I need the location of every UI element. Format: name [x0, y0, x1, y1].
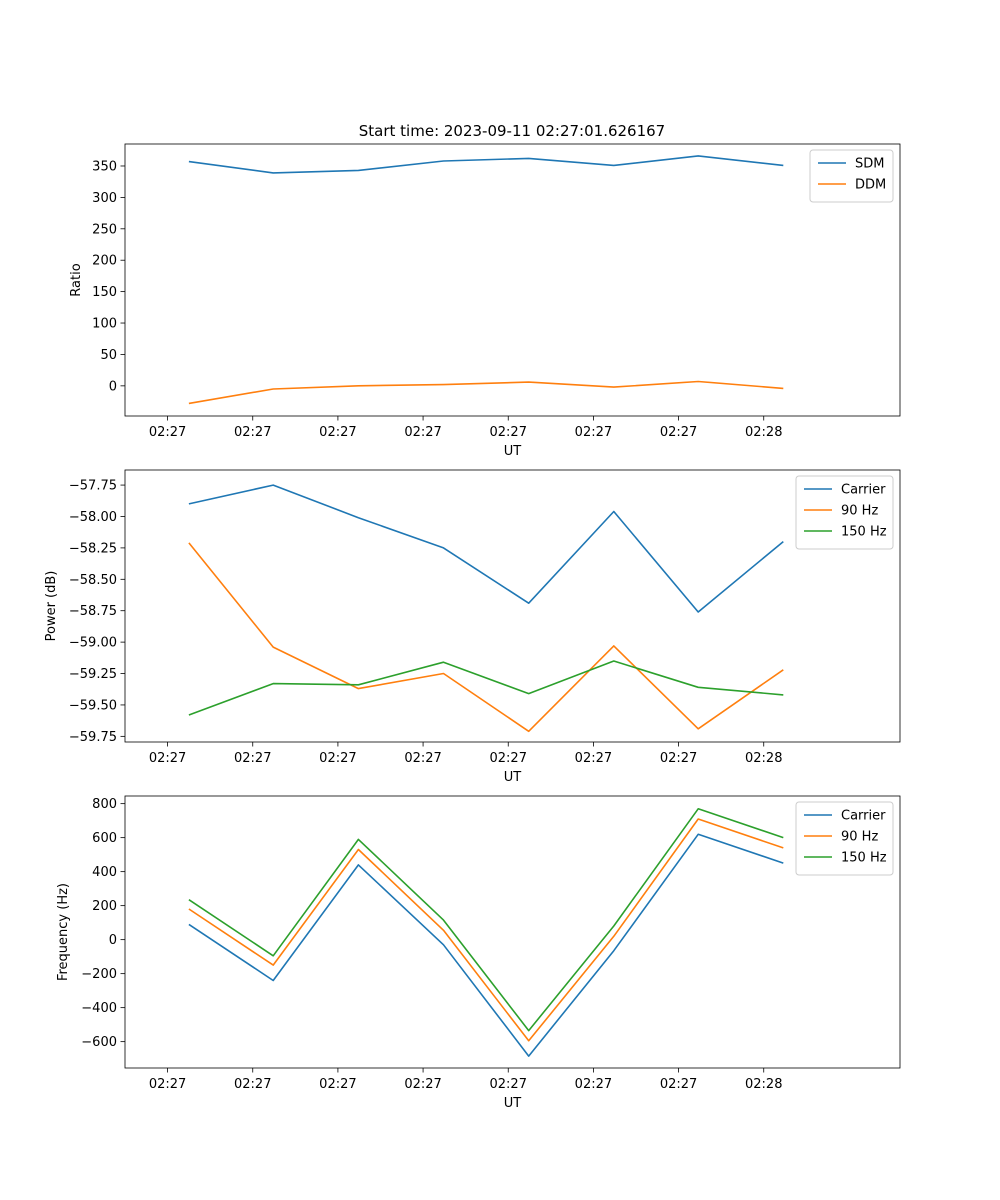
y-tick-label: −600	[81, 1035, 117, 1050]
x-tick-label: 02:27	[319, 751, 356, 766]
x-tick-label: 02:27	[575, 425, 612, 440]
series-line-90-hz	[188, 818, 784, 1042]
legend: Carrier 90 Hz 150 Hz	[795, 801, 894, 876]
y-tick-label: 200	[92, 254, 117, 269]
series-line-ddm	[188, 380, 784, 405]
y-tick-label: 100	[92, 317, 117, 332]
x-tick-label: 02:28	[745, 425, 782, 440]
x-tick-label: 02:27	[660, 425, 697, 440]
chart-panel-2: 02:27 02:27 02:27 02:27 02:27 02:27 02:27 02:28…	[44, 469, 901, 785]
axes-frame	[124, 469, 901, 743]
panels: 02:27 02:27 02:27 02:27 02:27 02:27 02:27 02:28…	[44, 143, 901, 1111]
x-tick-label: 02:27	[149, 425, 186, 440]
y-tick-label: 200	[92, 899, 117, 914]
x-tick-label: 02:27	[404, 425, 441, 440]
x-tick-label: 02:27	[319, 425, 356, 440]
legend-label: 150 Hz	[841, 851, 887, 866]
series-line-150-hz	[188, 807, 784, 1032]
y-tick-label: −59.25	[69, 667, 117, 682]
y-tick-label: −58.75	[69, 604, 117, 619]
x-tick-label: 02:27	[319, 1077, 356, 1092]
series-line-90-hz	[188, 542, 784, 733]
y-tick-label: −58.25	[69, 541, 117, 556]
x-tick-label: 02:27	[234, 751, 271, 766]
series-line-carrier	[188, 833, 784, 1057]
y-tick-label: 350	[92, 159, 117, 174]
x-axis-label: UT	[504, 1096, 522, 1111]
y-axis-label: Ratio	[69, 263, 84, 296]
legend-label: DDM	[855, 178, 886, 193]
x-tick-label: 02:28	[745, 1077, 782, 1092]
x-axis-label: UT	[504, 444, 522, 459]
x-tick-label: 02:27	[404, 1077, 441, 1092]
y-axis-label: Frequency (Hz)	[56, 883, 71, 981]
y-tick-label: −59.75	[69, 730, 117, 745]
y-tick-label: 400	[92, 865, 117, 880]
x-tick-label: 02:27	[490, 751, 527, 766]
legend-label: Carrier	[841, 809, 886, 824]
y-tick-label: 600	[92, 831, 117, 846]
x-tick-label: 02:27	[575, 1077, 612, 1092]
y-tick-label: −58.50	[69, 573, 117, 588]
series-line-carrier	[188, 484, 784, 613]
y-tick-label: 300	[92, 191, 117, 206]
y-tick-label: −400	[81, 1001, 117, 1016]
y-tick-label: −59.00	[69, 636, 117, 651]
chart-panel-3: 02:27 02:27 02:27 02:27 02:27 02:27 02:27 02:28…	[56, 795, 901, 1111]
legend-label: SDM	[855, 157, 884, 172]
x-tick-label: 02:27	[149, 1077, 186, 1092]
chart-panel-1: 02:27 02:27 02:27 02:27 02:27 02:27 02:27 02:28…	[69, 143, 901, 459]
y-tick-label: 800	[92, 797, 117, 812]
x-tick-label: 02:27	[234, 425, 271, 440]
legend-label: 90 Hz	[841, 830, 878, 845]
y-tick-label: 0	[109, 379, 117, 394]
legend-label: Carrier	[841, 483, 886, 498]
legend-label: 150 Hz	[841, 525, 887, 540]
x-tick-label: 02:27	[234, 1077, 271, 1092]
y-tick-label: 250	[92, 222, 117, 237]
legend: SDM DDM	[809, 149, 894, 203]
x-tick-label: 02:27	[490, 1077, 527, 1092]
y-tick-label: 50	[100, 348, 117, 363]
legend-label: 90 Hz	[841, 504, 878, 519]
axes-frame	[124, 143, 901, 417]
x-tick-label: 02:27	[660, 751, 697, 766]
x-tick-label: 02:27	[404, 751, 441, 766]
series-line-sdm	[188, 155, 784, 174]
y-tick-label: −59.50	[69, 698, 117, 713]
y-tick-label: −200	[81, 967, 117, 982]
x-tick-label: 02:27	[490, 425, 527, 440]
series-line-150-hz	[188, 660, 784, 716]
y-tick-label: 0	[109, 933, 117, 948]
figure-title: Start time: 2023-09-11 02:27:01.626167	[359, 122, 665, 140]
legend: Carrier 90 Hz 150 Hz	[795, 475, 894, 550]
x-tick-label: 02:27	[660, 1077, 697, 1092]
y-tick-label: 150	[92, 285, 117, 300]
x-tick-label: 02:27	[149, 751, 186, 766]
x-tick-label: 02:27	[575, 751, 612, 766]
y-tick-label: −57.75	[69, 479, 117, 494]
x-tick-label: 02:28	[745, 751, 782, 766]
y-tick-label: −58.00	[69, 510, 117, 525]
axes-frame	[124, 795, 901, 1069]
y-axis-label: Power (dB)	[44, 571, 59, 642]
x-axis-label: UT	[504, 770, 522, 785]
